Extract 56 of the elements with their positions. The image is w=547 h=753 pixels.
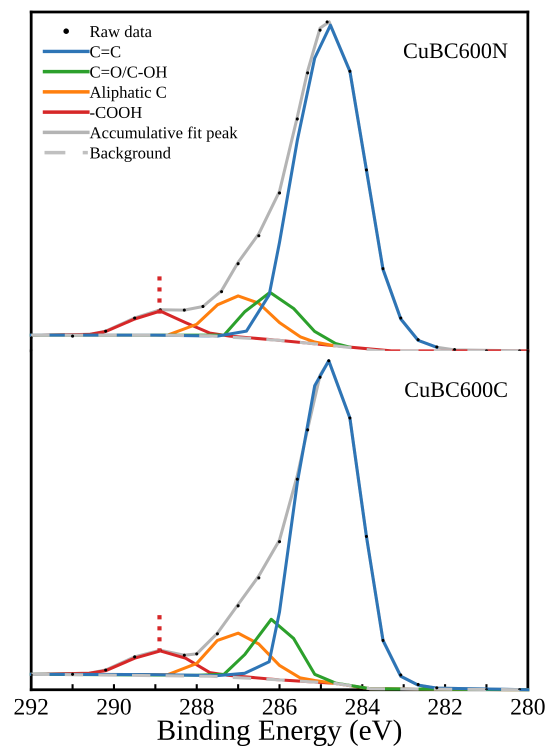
point (71, 672, 74, 676)
point (296, 478, 299, 481)
legend-label: Raw data (90, 25, 152, 38)
x-tick-label: 292 (14, 698, 48, 715)
point (257, 576, 260, 580)
point (182, 654, 186, 657)
point (216, 632, 219, 636)
x-tick-label: 280 (511, 698, 545, 715)
point (133, 655, 136, 658)
point (104, 668, 108, 672)
x-tick-label: 284 (346, 698, 380, 715)
legend-label: C=O/C-OH (90, 66, 167, 78)
point (71, 334, 74, 338)
point (399, 673, 402, 676)
point (278, 191, 282, 195)
point (381, 267, 385, 270)
point (326, 20, 329, 24)
legend-label: Aliphatic C (90, 86, 166, 102)
legend-label: C=C (90, 46, 120, 58)
point (278, 540, 282, 544)
legend-label: -COOH (90, 106, 142, 118)
legend-label: Accumulative fit peak (90, 126, 238, 142)
annotation: CuBC600C (405, 382, 507, 398)
point (435, 345, 438, 349)
point (220, 290, 224, 294)
x-tick-label: 286 (262, 698, 297, 715)
x-tick-label: 290 (97, 698, 131, 715)
point (327, 359, 330, 362)
point (416, 682, 420, 686)
x-tick-label: 282 (428, 698, 462, 715)
point (201, 304, 204, 308)
point (104, 330, 108, 333)
point (306, 71, 310, 74)
point (296, 117, 299, 121)
legend-label: Background (90, 146, 171, 162)
x-tick-label: 288 (180, 698, 214, 715)
point (399, 316, 402, 320)
point (133, 316, 136, 320)
point (348, 70, 352, 73)
annotation: CuBC600N (404, 43, 508, 58)
point (195, 652, 198, 656)
point (182, 308, 186, 312)
point (381, 638, 385, 642)
point (236, 262, 240, 266)
point (306, 428, 310, 432)
point (435, 686, 438, 690)
point (364, 168, 368, 172)
point (318, 376, 322, 379)
point (453, 348, 456, 351)
point (318, 28, 322, 32)
point (364, 534, 368, 538)
x-axis-title: Binding Energy (eV) (157, 719, 402, 746)
point (236, 604, 240, 608)
point (348, 416, 352, 420)
point (416, 338, 420, 342)
point (257, 234, 260, 238)
